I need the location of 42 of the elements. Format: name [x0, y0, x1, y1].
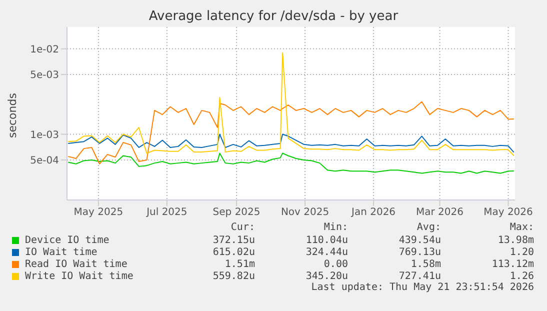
- legend-label: IO Wait time: [25, 246, 98, 258]
- text: 727.41u: [398, 270, 441, 282]
- chart-title: Average latency for /dev/sda - by year: [148, 9, 400, 24]
- y-tick-label: 5e-03: [30, 70, 59, 82]
- text: 1.58m: [410, 258, 441, 270]
- text: 110.04u: [304, 234, 348, 246]
- line-series: [68, 52, 514, 156]
- text: 615.02u: [212, 246, 255, 258]
- text: Cur:: [230, 222, 255, 234]
- text: Max:: [508, 222, 534, 234]
- x-tick-label: May 2025: [74, 207, 124, 218]
- legend-label: Device IO time: [25, 234, 110, 246]
- legend-label: Read IO Wait time: [25, 258, 128, 270]
- text: Min:: [322, 222, 348, 234]
- line-series: [68, 152, 514, 174]
- text: Avg:: [416, 222, 441, 234]
- text: 769.13u: [398, 246, 441, 258]
- x-tick-label: Mar 2026: [416, 207, 464, 218]
- text: 345.20u: [304, 270, 348, 282]
- text: Last update: Thu May 21 23:51:54 2026: [310, 282, 534, 294]
- legend-label: Write IO Wait time: [25, 270, 134, 282]
- y-tick-label: 1e-03: [30, 130, 59, 141]
- x-tick-label: Nov 2025: [280, 207, 330, 218]
- text: 1.51m: [224, 258, 255, 270]
- text: 1.20: [508, 246, 534, 258]
- x-tick-label: Jul 2025: [146, 207, 188, 218]
- text: 1.26: [508, 270, 534, 282]
- text: 113.12m: [490, 258, 534, 270]
- line-series: [68, 101, 514, 164]
- text: 324.44u: [304, 246, 348, 258]
- text: 0.00: [322, 258, 348, 270]
- y-axis-title: seconds: [6, 92, 18, 138]
- text: 372.15u: [212, 234, 255, 246]
- x-tick-label: Jan 2026: [350, 207, 396, 218]
- x-tick-label: Sep 2025: [212, 207, 260, 218]
- x-tick-label: May 2026: [484, 207, 533, 218]
- y-tick-label: 1e-02: [30, 44, 59, 56]
- text: 559.82u: [212, 270, 255, 282]
- text: 13.98m: [496, 234, 534, 246]
- y-tick-label: 5e-04: [30, 156, 59, 167]
- line-series: [68, 134, 514, 153]
- text: 439.54u: [398, 234, 441, 246]
